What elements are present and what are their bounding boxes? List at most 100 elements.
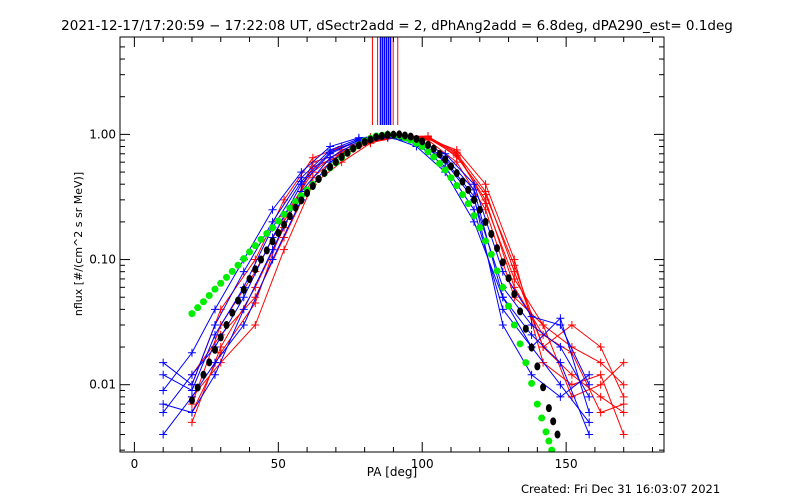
red-series-4-marker (481, 199, 490, 208)
blue-series-5-marker (210, 330, 219, 339)
black-fit-point (355, 141, 362, 150)
black-fit-point (476, 205, 483, 214)
red-series-2-marker (596, 370, 605, 379)
green-fit-point (280, 210, 288, 218)
blue-series-2-marker (210, 358, 219, 367)
green-fit-point (263, 229, 271, 237)
blue-series-0-marker (585, 392, 594, 401)
red-series-0-marker (619, 408, 628, 417)
black-fit-point (211, 345, 218, 354)
black-fit-point (194, 383, 201, 392)
red-series-5-marker (619, 392, 628, 401)
blue-series-0-marker (556, 343, 565, 352)
blue-series-1-marker (239, 267, 248, 276)
blue-series-0-marker (239, 293, 248, 302)
black-fit-point (482, 217, 489, 226)
blue-series-4-marker (159, 400, 168, 409)
black-fit-point (229, 308, 236, 317)
green-fit-point (217, 279, 225, 287)
black-fit-point (424, 140, 431, 149)
blue-series-2-marker (498, 320, 507, 329)
green-fit-point (459, 191, 467, 199)
black-fit-point (407, 132, 414, 141)
green-fit-point (538, 414, 546, 422)
black-fit-point (396, 130, 403, 139)
green-fit-point (470, 212, 478, 220)
red-series-1-line (191, 133, 625, 423)
black-fit-point (459, 177, 466, 186)
black-fit-point (545, 404, 552, 413)
black-fit-point (384, 130, 391, 139)
black-fit-point (522, 324, 529, 333)
red-series-0-marker (567, 370, 576, 379)
green-fit-point (522, 359, 530, 367)
red-series-5-marker (251, 298, 260, 307)
blue-series-5-marker (297, 177, 306, 186)
black-fit-point (499, 258, 506, 267)
black-fit-point (298, 196, 305, 205)
black-fit-point (286, 212, 293, 221)
green-fit-point (222, 273, 230, 281)
blue-series-0-marker (159, 408, 168, 417)
green-fit-point (188, 310, 196, 318)
black-fit-point (419, 137, 426, 146)
black-fit-point (442, 155, 449, 164)
black-fit-point (269, 237, 276, 246)
blue-series-3-marker (210, 305, 219, 314)
x-tick-label: 100 (411, 457, 434, 471)
black-fit-point (338, 152, 345, 161)
black-fit-point (378, 132, 385, 141)
green-fit-point (418, 143, 426, 151)
blue-series-5-marker (470, 185, 479, 194)
black-fit-point (240, 285, 247, 294)
green-fit-point (234, 261, 242, 269)
green-fit-point (493, 267, 501, 275)
blue-series-2-marker (159, 430, 168, 439)
series-group (159, 37, 628, 452)
green-fit-point (292, 198, 300, 206)
red-series-4-marker (539, 320, 548, 329)
blue-series-2-marker (556, 392, 565, 401)
blue-series-0-marker (187, 370, 196, 379)
green-fit-point (505, 302, 513, 310)
y-tick-label: 0.10 (89, 253, 116, 267)
green-fit-point (453, 182, 461, 190)
blue-series-5-marker (159, 370, 168, 379)
green-fit-point (487, 250, 495, 258)
blue-series-3-marker (159, 386, 168, 395)
black-fit-point (540, 383, 547, 392)
green-fit-point (499, 283, 507, 291)
black-fit-point (292, 203, 299, 212)
blue-series-3-marker (268, 205, 277, 214)
red-series-5-marker (596, 343, 605, 352)
red-series-3-marker (280, 245, 289, 254)
black-fit-point (263, 246, 270, 255)
green-fit-point (441, 166, 449, 174)
black-fit-point (200, 370, 207, 379)
black-fit-point (488, 230, 495, 239)
created-footer: Created: Fri Dec 31 16:03:07 2021 (521, 482, 720, 496)
red-series-1-marker (187, 418, 196, 427)
blue-series-1-marker (498, 305, 507, 314)
black-fit-point (344, 148, 351, 157)
blue-series-2-marker (527, 370, 536, 379)
blue-series-1-marker (159, 358, 168, 367)
y-tick-label: 0.01 (89, 378, 116, 392)
blue-series-3-marker (470, 217, 479, 226)
x-tick-label: 150 (555, 457, 578, 471)
blue-series-2-marker (239, 320, 248, 329)
green-fit-point (430, 153, 438, 161)
red-series-2-marker (481, 180, 490, 189)
blue-series-0-line (162, 133, 590, 413)
black-fit-point (401, 131, 408, 140)
red-series-5-marker (539, 343, 548, 352)
black-fit-point (494, 244, 501, 253)
green-fit-point (533, 400, 541, 408)
red-series-4-marker (596, 380, 605, 389)
green-fit-point (548, 446, 556, 452)
black-fit-point (327, 162, 334, 171)
red-series-2-marker (251, 255, 260, 264)
green-fit-point (199, 298, 207, 306)
red-series-2-line (191, 136, 625, 435)
blue-series-5-marker (556, 314, 565, 323)
